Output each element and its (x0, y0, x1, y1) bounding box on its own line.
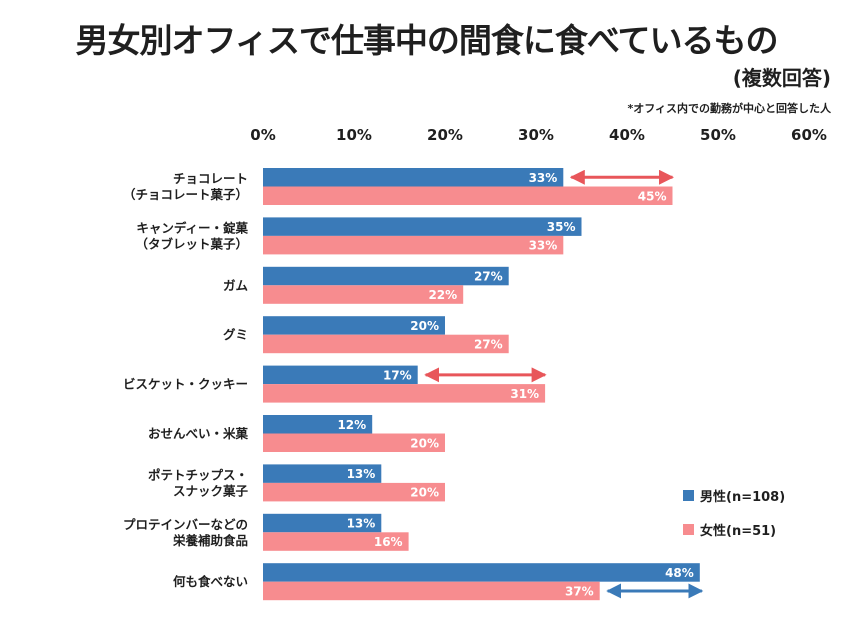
bar-male (263, 266, 509, 286)
bar-female (263, 532, 409, 551)
bar-female (263, 384, 546, 403)
value-label: 27% (474, 270, 503, 284)
category-label: ガム (223, 278, 249, 293)
value-label: 33% (529, 171, 558, 185)
bar-female (263, 433, 445, 452)
category-label: スナック菓子 (173, 483, 249, 498)
x-tick-label: 10% (336, 126, 372, 144)
bar-female (263, 235, 564, 255)
value-label: 37% (565, 584, 594, 598)
bar-male (263, 365, 418, 385)
value-label: 45% (638, 189, 667, 203)
bar-female (263, 482, 445, 502)
chart-note: *オフィス内での勤務が中心と回答した人 (627, 102, 831, 115)
value-label: 13% (347, 467, 376, 481)
value-label: 33% (529, 239, 558, 253)
value-label: 12% (337, 418, 366, 432)
category-label: 栄養補助食品 (172, 533, 248, 548)
value-label: 16% (374, 535, 403, 549)
category-label: グミ (223, 327, 248, 342)
bar-male (263, 168, 564, 187)
legend-label-male: 男性(n=108) (700, 489, 786, 505)
bar-male (263, 316, 445, 335)
chart-subtitle: (複数回答) (732, 66, 831, 90)
category-label: おせんべい・米菓 (148, 426, 249, 441)
bar-male (263, 415, 373, 434)
x-tick-label: 30% (518, 126, 554, 144)
x-tick-label: 40% (609, 126, 645, 144)
value-label: 13% (347, 517, 376, 531)
bar-male (263, 513, 382, 533)
legend-swatch-male (683, 489, 694, 501)
bar-male (263, 464, 382, 483)
category-label: キャンディー・錠菓 (136, 220, 248, 235)
x-tick-label: 20% (427, 126, 463, 144)
category-label: （タブレット菓子） (135, 236, 248, 251)
value-label: 20% (410, 319, 439, 333)
value-label: 31% (510, 387, 539, 401)
category-label: ビスケット・クッキー (123, 377, 248, 392)
legend-label-female: 女性(n=51) (700, 523, 777, 539)
category-label: プロテインバーなどの (123, 517, 248, 532)
legend-swatch-female (683, 523, 694, 535)
bar-female (263, 285, 464, 304)
category-label: ポテトチップス・ (148, 467, 248, 482)
x-tick-label: 50% (700, 126, 736, 144)
bar-male (263, 563, 700, 582)
value-label: 17% (383, 368, 412, 382)
value-label: 27% (474, 337, 503, 351)
category-label: 何も食べない (173, 574, 248, 589)
bar-female (263, 186, 673, 205)
value-label: 22% (428, 288, 457, 302)
bar-female (263, 334, 509, 354)
legend: 男性(n=108) 女性(n=51) (683, 486, 785, 554)
value-label: 20% (410, 486, 439, 500)
x-tick-label: 0% (250, 126, 275, 144)
category-label: （チョコレート菓子） (123, 187, 248, 202)
legend-item-male: 男性(n=108) (683, 486, 786, 505)
bar-male (263, 217, 582, 236)
value-label: 48% (665, 566, 694, 580)
bar-female (263, 581, 600, 601)
x-tick-label: 60% (791, 126, 827, 144)
legend-item-female: 女性(n=51) (683, 520, 785, 539)
value-label: 35% (547, 220, 576, 234)
chart-title: 男女別オフィスで仕事中の間食に食べているもの (75, 21, 778, 60)
category-label: チョコレート (173, 171, 248, 186)
value-label: 20% (410, 436, 439, 450)
